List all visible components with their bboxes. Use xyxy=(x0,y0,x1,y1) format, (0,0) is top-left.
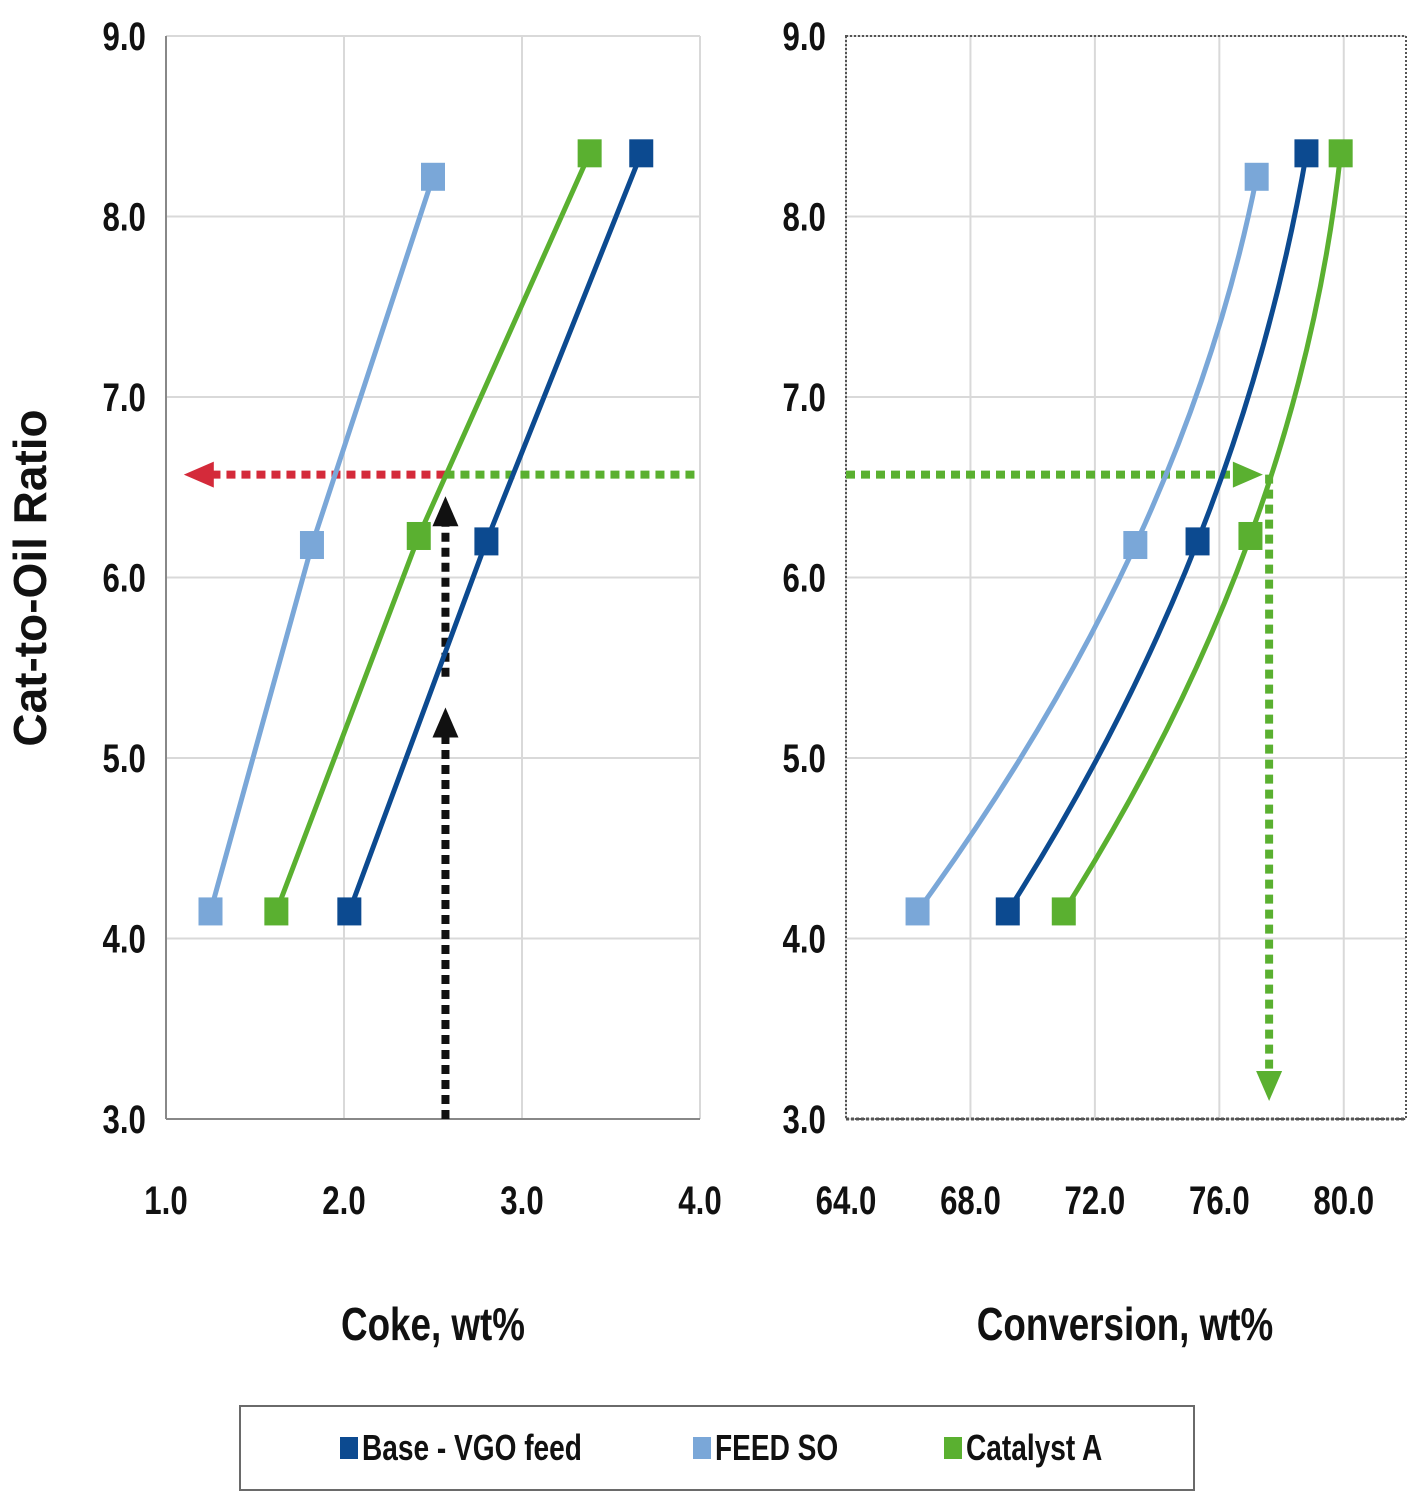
conversion-marker-base-vgo-feed-0 xyxy=(995,897,1020,926)
conversion-y-tick-4-0: 4.0 xyxy=(783,917,826,962)
conversion-marker-catalyst-a-0 xyxy=(1051,897,1076,926)
legend-item-feed-so: FEED SO xyxy=(693,1428,838,1468)
coke-x-tick-labels: 1.0 2.0 3.0 4.0 xyxy=(144,1178,721,1223)
conversion-x-tick-80-0: 80.0 xyxy=(1313,1178,1374,1223)
coke-marker-base-vgo-feed-1 xyxy=(474,527,499,556)
conversion-annotation-0 xyxy=(846,461,1263,488)
coke-marker-catalyst-a-2 xyxy=(577,139,602,168)
conversion-y-tick-5-0: 5.0 xyxy=(783,736,826,781)
conversion-annotation-arrowhead-0 xyxy=(1232,461,1263,488)
conversion-x-tick-64-0: 64.0 xyxy=(816,1178,877,1223)
conversion-marker-catalyst-a-1 xyxy=(1238,521,1263,550)
legend: Base - VGO feed FEED SO Catalyst A xyxy=(239,1405,1195,1491)
legend-label-feed-so: FEED SO xyxy=(715,1428,838,1468)
conversion-marker-feed-so-0 xyxy=(905,897,930,926)
conversion-annotations xyxy=(846,461,1283,1101)
legend-item-catalyst-a: Catalyst A xyxy=(944,1428,1102,1468)
coke-axes xyxy=(165,36,700,1120)
coke-series-feed-so xyxy=(198,162,445,926)
conversion-marker-catalyst-a-2 xyxy=(1328,139,1353,168)
legend-box xyxy=(239,1405,1195,1491)
coke-x-tick-1-0: 1.0 xyxy=(144,1178,187,1223)
conversion-x-tick-labels: 64.0 68.0 72.0 76.0 80.0 xyxy=(816,1178,1374,1223)
coke-y-tick-6-0: 6.0 xyxy=(103,556,146,601)
conversion-series xyxy=(905,139,1353,926)
conversion-grid xyxy=(845,35,1406,1120)
coke-marker-catalyst-a-0 xyxy=(264,897,289,926)
coke-marker-catalyst-a-1 xyxy=(406,521,431,550)
conversion-plot-frame xyxy=(845,35,1407,1120)
coke-annotation-0 xyxy=(183,461,446,488)
legend-swatch-base-vgo xyxy=(340,1437,358,1459)
conversion-x-axis-title: Conversion, wt% xyxy=(977,1298,1273,1350)
coke-y-tick-4-0: 4.0 xyxy=(103,917,146,962)
conversion-panel: 64.0 68.0 72.0 76.0 80.0 3.0 4.0 5.0 6.0 7.0 8.0 9… xyxy=(783,14,1407,1350)
conversion-y-tick-3-0: 3.0 xyxy=(783,1097,826,1142)
conversion-x-tick-76-0: 76.0 xyxy=(1189,1178,1250,1223)
conversion-y-tick-labels: 3.0 4.0 5.0 6.0 7.0 8.0 9.0 xyxy=(783,14,826,1142)
conversion-y-tick-8-0: 8.0 xyxy=(783,195,826,240)
coke-y-tick-5-0: 5.0 xyxy=(103,736,146,781)
conversion-marker-base-vgo-feed-2 xyxy=(1294,139,1319,168)
legend-swatch-catalyst-a xyxy=(944,1437,962,1459)
coke-grid xyxy=(165,35,701,1120)
y-axis-title: Cat-to-Oil Ratio xyxy=(4,409,56,746)
coke-series-base-vgo-feed xyxy=(337,139,654,926)
coke-annotations xyxy=(183,461,700,1119)
coke-marker-base-vgo-feed-2 xyxy=(629,139,654,168)
coke-marker-base-vgo-feed-0 xyxy=(337,897,362,926)
coke-x-axis-title: Coke, wt% xyxy=(341,1298,525,1350)
coke-annotation-1 xyxy=(432,707,459,1119)
coke-marker-feed-so-1 xyxy=(299,531,324,560)
conversion-y-tick-6-0: 6.0 xyxy=(783,556,826,601)
conversion-axes xyxy=(845,35,1407,1121)
conversion-marker-feed-so-2 xyxy=(1244,162,1269,191)
coke-marker-feed-so-2 xyxy=(421,162,445,191)
coke-series xyxy=(198,139,654,926)
coke-marker-feed-so-0 xyxy=(198,897,223,926)
coke-x-tick-4-0: 4.0 xyxy=(678,1178,721,1223)
conversion-x-tick-68-0: 68.0 xyxy=(940,1178,1001,1223)
coke-y-tick-8-0: 8.0 xyxy=(103,195,146,240)
coke-series-catalyst-a xyxy=(264,139,602,926)
conversion-series-feed-so xyxy=(905,162,1269,926)
coke-annotation-2 xyxy=(432,496,459,677)
conversion-annotation-1 xyxy=(1256,474,1283,1101)
coke-y-tick-labels: 3.0 4.0 5.0 6.0 7.0 8.0 9.0 xyxy=(103,14,146,1142)
coke-y-tick-3-0: 3.0 xyxy=(103,1097,146,1142)
legend-label-base-vgo: Base - VGO feed xyxy=(362,1428,582,1468)
coke-x-tick-3-0: 3.0 xyxy=(500,1178,543,1223)
conversion-marker-base-vgo-feed-1 xyxy=(1185,527,1210,556)
coke-panel: 1.0 2.0 3.0 4.0 3.0 4.0 5.0 6.0 7.0 8.0 9.0 Coke,… xyxy=(4,14,722,1350)
coke-y-tick-9-0: 9.0 xyxy=(103,14,146,59)
coke-annotation-arrowhead-2 xyxy=(432,496,459,527)
coke-annotation-arrowhead-0 xyxy=(183,461,214,488)
legend-item-base-vgo: Base - VGO feed xyxy=(340,1428,582,1468)
coke-annotation-arrowhead-1 xyxy=(432,707,459,738)
conversion-annotation-arrowhead-1 xyxy=(1256,1070,1283,1101)
conversion-x-tick-72-0: 72.0 xyxy=(1065,1178,1126,1223)
conversion-marker-feed-so-1 xyxy=(1123,531,1148,560)
conversion-series-catalyst-a xyxy=(1051,139,1353,926)
conversion-y-tick-9-0: 9.0 xyxy=(783,14,826,59)
conversion-series-base-vgo-feed xyxy=(995,139,1319,926)
legend-label-catalyst-a: Catalyst A xyxy=(966,1428,1102,1468)
legend-swatch-feed-so xyxy=(693,1437,711,1459)
conversion-y-tick-7-0: 7.0 xyxy=(783,375,826,420)
coke-y-tick-7-0: 7.0 xyxy=(103,375,146,420)
coke-x-tick-2-0: 2.0 xyxy=(322,1178,365,1223)
